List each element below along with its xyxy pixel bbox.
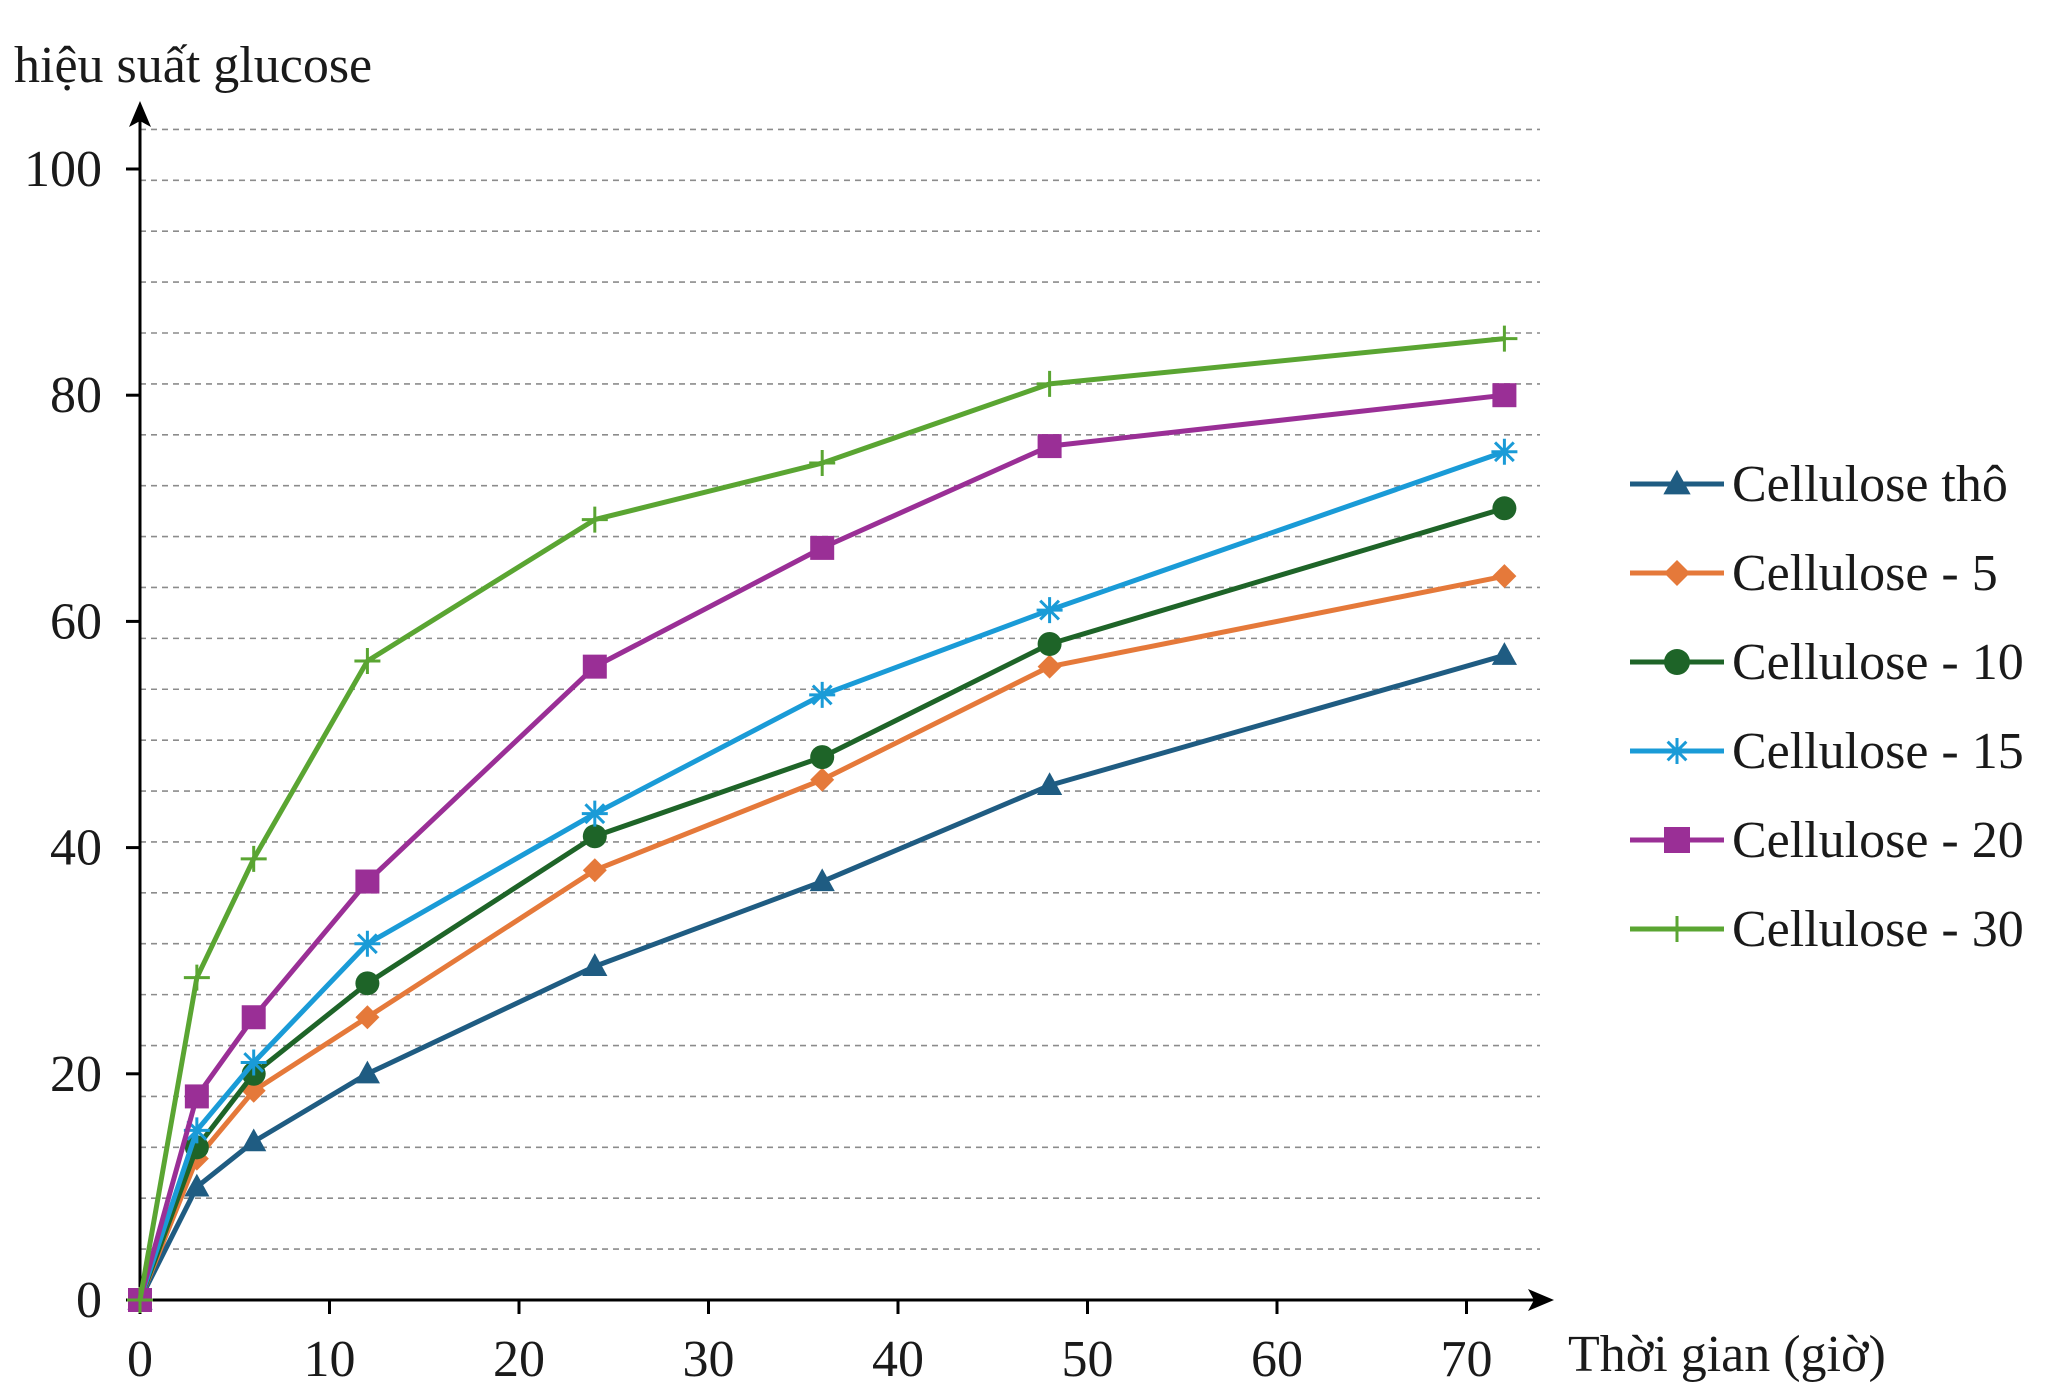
legend-item: Cellulose - 10 [1630, 634, 2024, 691]
y-tick-label: 100 [24, 141, 102, 198]
data-point [1491, 642, 1517, 665]
x-axis-label: Thời gian (giờ) [1568, 1326, 1886, 1383]
data-point [355, 869, 380, 894]
legend-label: Cellulose - 20 [1732, 812, 2024, 869]
legend-label: Cellulose - 5 [1732, 545, 1998, 602]
data-point [184, 1173, 210, 1197]
series-line [137, 652, 1506, 1302]
data-point [581, 506, 608, 533]
legend-item: Cellulose - 15 [1630, 723, 2024, 780]
data-point [1492, 496, 1517, 521]
y-tick-label: 60 [50, 593, 102, 650]
data-point [1491, 325, 1518, 352]
legend-label: Cellulose thô [1732, 456, 2008, 513]
x-tick-label: 0 [127, 1331, 153, 1388]
x-axis-arrow [1528, 1289, 1554, 1311]
legend-item: Cellulose thô [1630, 456, 2008, 513]
data-point [1664, 738, 1690, 764]
legend-label: Cellulose - 30 [1732, 901, 2024, 958]
data-point [183, 964, 210, 991]
data-point [1664, 649, 1690, 675]
data-point [810, 745, 835, 770]
data-point [1036, 597, 1063, 624]
data-point [240, 1049, 267, 1076]
y-tick-label: 80 [50, 367, 102, 424]
data-point [1491, 438, 1518, 465]
data-point [582, 654, 607, 679]
data-point [809, 450, 836, 477]
x-tick-label: 50 [1062, 1331, 1114, 1388]
series-cellulose-30 [127, 325, 1518, 1313]
gridlines [140, 128, 1540, 1250]
series-cellulose-th- [127, 642, 1517, 1310]
data-point [241, 1128, 267, 1152]
series-cellulose-10 [128, 496, 1517, 1312]
data-point [810, 767, 835, 792]
data-point [183, 1117, 210, 1144]
series-line [137, 449, 1506, 1301]
legend-item: Cellulose - 30 [1630, 901, 2024, 958]
data-point [582, 953, 608, 976]
series-line [137, 336, 1505, 1301]
x-tick-label: 20 [493, 1331, 545, 1388]
x-tick-label: 40 [872, 1331, 924, 1388]
data-point [581, 800, 608, 827]
data-point [1492, 383, 1517, 408]
legend: Cellulose thô Cellulose - 5 Cellulose - 10… [1630, 456, 2024, 958]
data-point [241, 1005, 266, 1030]
x-tick-label: 60 [1251, 1331, 1303, 1388]
data-point [240, 845, 267, 872]
data-point [1664, 827, 1690, 853]
data-point [354, 647, 381, 674]
data-point [809, 681, 836, 708]
data-point [1037, 434, 1062, 459]
data-point [582, 858, 607, 883]
tick-labels: 0 10 20 30 40 50 60 70 0 20 40 60 80 100 [24, 141, 1493, 1388]
data-point [354, 930, 381, 957]
data-point [1664, 916, 1690, 942]
legend-item: Cellulose - 5 [1630, 545, 1998, 602]
series-line [137, 392, 1505, 1301]
data-point [809, 868, 835, 892]
data-point [810, 535, 835, 560]
legend-item: Cellulose - 20 [1630, 812, 2024, 869]
data-point [1036, 370, 1063, 397]
series-line [137, 505, 1506, 1301]
y-axis-arrow [129, 101, 151, 127]
series-cellulose-15 [127, 438, 1518, 1313]
axes [126, 101, 1554, 1314]
data-point [184, 1084, 209, 1109]
data-point [582, 824, 607, 849]
data-point [355, 971, 380, 996]
legend-label: Cellulose - 10 [1732, 634, 2024, 691]
series-group [127, 325, 1518, 1313]
data-point [355, 1005, 380, 1030]
x-tick-label: 30 [683, 1331, 735, 1388]
y-tick-label: 40 [50, 820, 102, 877]
x-tick-label: 70 [1441, 1331, 1493, 1388]
data-point [1037, 654, 1062, 679]
x-tick-label: 10 [304, 1331, 356, 1388]
legend-label: Cellulose - 15 [1732, 723, 2024, 780]
y-tick-label: 0 [76, 1272, 102, 1329]
data-point [127, 1287, 153, 1313]
series-cellulose-5 [128, 564, 1517, 1312]
data-point [354, 1060, 380, 1084]
y-axis-label: hiệu suất glucose [14, 37, 372, 94]
data-point [1663, 469, 1691, 495]
data-point [1492, 564, 1517, 589]
y-tick-label: 20 [50, 1046, 102, 1103]
data-point [1037, 632, 1062, 657]
data-point [1037, 772, 1063, 795]
data-point [1664, 560, 1690, 586]
